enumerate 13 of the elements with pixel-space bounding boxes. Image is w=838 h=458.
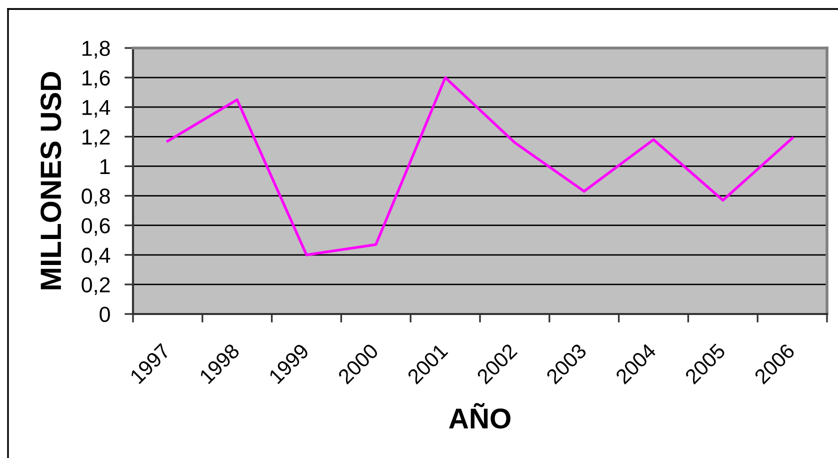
y-tick-label: 0,2	[82, 277, 110, 295]
x-axis-title: AÑO	[449, 403, 510, 429]
y-tick-label: 1,2	[82, 129, 110, 148]
y-tick-label: 1,6	[82, 70, 110, 88]
y-axis-title: MILLONES USD	[40, 72, 62, 290]
y-tick-label: 0,8	[82, 188, 110, 206]
y-tick-label: 1,4	[82, 100, 110, 118]
y-tick-label: 0,6	[82, 218, 110, 236]
y-tick-label: 0	[100, 306, 110, 322]
y-tick-label: 1,8	[82, 40, 110, 59]
y-tick-label: 0,4	[82, 248, 110, 266]
line-series	[166, 76, 794, 256]
y-tick-label: 1	[100, 159, 110, 174]
